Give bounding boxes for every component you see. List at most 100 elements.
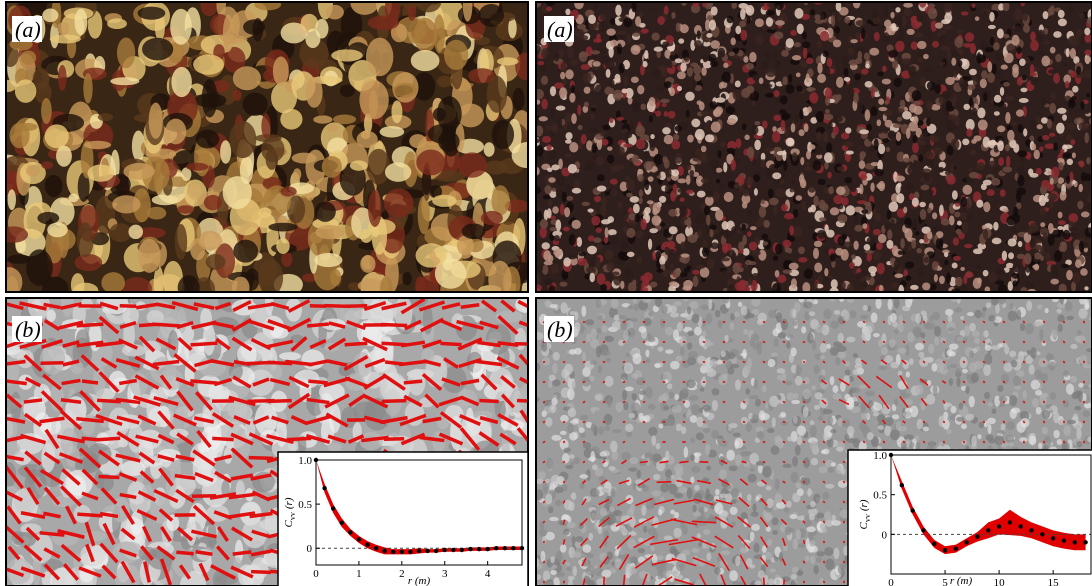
crowd-blob bbox=[801, 201, 806, 210]
crowd-blob bbox=[556, 106, 566, 111]
crowd-blob bbox=[742, 124, 747, 131]
crowd-blob bbox=[1027, 350, 1031, 354]
crowd-blob bbox=[702, 247, 709, 257]
crowd-blob bbox=[703, 529, 710, 535]
crowd-blob bbox=[548, 255, 553, 262]
crowd-blob bbox=[882, 66, 887, 72]
crowd-blob bbox=[889, 339, 896, 348]
crowd-blob bbox=[887, 210, 892, 220]
crowd-blob bbox=[631, 402, 640, 412]
crowd-blob bbox=[675, 58, 682, 63]
crowd-blob bbox=[822, 50, 828, 57]
crowd-blob bbox=[791, 180, 796, 184]
crowd-blob bbox=[832, 393, 841, 400]
crowd-blob bbox=[789, 225, 794, 235]
crowd-blob bbox=[675, 276, 683, 281]
crowd-blob bbox=[1003, 82, 1010, 87]
crowd-blob bbox=[735, 556, 740, 566]
crowd-blob bbox=[71, 273, 85, 296]
crowd-blob bbox=[1020, 88, 1027, 93]
crowd-blob bbox=[914, 33, 923, 38]
crowd-blob bbox=[959, 402, 963, 410]
crowd-blob bbox=[912, 90, 922, 101]
crowd-blob bbox=[1002, 103, 1006, 110]
crowd-blob bbox=[772, 131, 781, 143]
crowd-blob bbox=[15, 79, 36, 102]
crowd-blob bbox=[1080, 101, 1084, 111]
crowd-blob bbox=[849, 310, 856, 318]
crowd-blob bbox=[884, 224, 889, 229]
crowd-blob bbox=[1050, 47, 1056, 54]
crowd-blob bbox=[138, 239, 161, 273]
crowd-blob bbox=[923, 257, 929, 263]
crowd-blob bbox=[648, 427, 657, 436]
crowd-blob bbox=[609, 235, 619, 245]
crowd-blob bbox=[960, 267, 965, 271]
crowd-blob bbox=[632, 32, 640, 36]
crowd-blob bbox=[604, 425, 610, 431]
crowd-blob bbox=[606, 261, 615, 271]
crowd-blob bbox=[690, 438, 695, 444]
crowd-blob bbox=[723, 63, 728, 68]
crowd-blob bbox=[796, 73, 801, 78]
crowd-blob bbox=[594, 196, 601, 202]
crowd-blob bbox=[1040, 227, 1049, 235]
crowd-blob bbox=[700, 387, 705, 391]
crowd-blob bbox=[411, 50, 440, 71]
crowd-blob bbox=[547, 144, 552, 151]
crowd-blob bbox=[733, 433, 741, 437]
crowd-blob bbox=[813, 248, 819, 259]
crowd-blob bbox=[600, 14, 606, 21]
crowd-blob bbox=[818, 466, 828, 473]
crowd-blob bbox=[607, 154, 614, 163]
crowd-blob bbox=[731, 2, 737, 9]
crowd-blob bbox=[1007, 130, 1014, 142]
crowd-blob bbox=[47, 223, 68, 238]
crowd-blob bbox=[1084, 49, 1091, 55]
crowd-blob bbox=[687, 135, 694, 143]
crowd-blob bbox=[418, 196, 430, 234]
crowd-blob bbox=[817, 230, 826, 239]
crowd-blob bbox=[697, 30, 701, 39]
crowd-blob bbox=[754, 140, 761, 151]
crowd-blob bbox=[875, 297, 881, 309]
crowd-blob bbox=[731, 37, 736, 45]
crowd-blob bbox=[1024, 253, 1032, 264]
crowd-blob bbox=[748, 474, 757, 483]
crowd-blob bbox=[1039, 31, 1043, 41]
crowd-blob bbox=[987, 402, 993, 406]
crowd-blob bbox=[871, 272, 876, 277]
crowd-blob bbox=[1002, 166, 1012, 172]
velocity-vector bbox=[77, 324, 104, 326]
crowd-blob bbox=[874, 32, 880, 41]
crowd-blob bbox=[766, 486, 772, 491]
crowd-blob bbox=[932, 212, 937, 219]
crowd-blob bbox=[142, 38, 173, 61]
crowd-blob bbox=[1070, 71, 1076, 78]
crowd-blob bbox=[821, 450, 826, 454]
crowd-blob bbox=[45, 175, 63, 197]
crowd-blob bbox=[986, 302, 991, 308]
crowd-blob bbox=[669, 546, 676, 554]
crowd-blob bbox=[710, 242, 719, 249]
crowd-blob bbox=[577, 237, 583, 247]
crowd-blob bbox=[710, 159, 719, 168]
crowd-blob bbox=[1042, 98, 1047, 106]
crowd-blob bbox=[854, 82, 862, 86]
crowd-blob bbox=[861, 209, 868, 214]
crowd-blob bbox=[907, 29, 915, 35]
crowd-blob bbox=[945, 171, 951, 175]
crowd-blob bbox=[878, 98, 884, 104]
crowd-blob bbox=[75, 254, 103, 271]
crowd-blob bbox=[923, 426, 929, 431]
crowd-blob bbox=[994, 111, 1000, 115]
crowd-blob bbox=[229, 121, 256, 158]
crowd-blob bbox=[276, 238, 290, 254]
crowd-blob bbox=[946, 175, 955, 185]
crowd-blob bbox=[649, 228, 658, 233]
crowd-blob bbox=[69, 193, 79, 202]
crowd-blob bbox=[890, 12, 894, 19]
crowd-blob bbox=[1038, 358, 1048, 367]
crowd-blob bbox=[631, 76, 639, 83]
crowd-blob bbox=[952, 262, 958, 268]
